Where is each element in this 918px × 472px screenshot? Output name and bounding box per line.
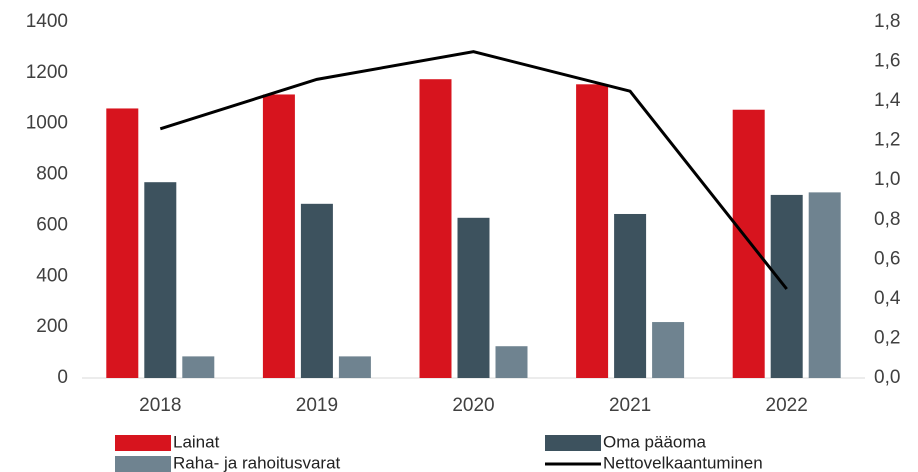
bar (732, 109, 765, 378)
bar (808, 192, 841, 378)
y2-tick-label: 1,8 (874, 11, 900, 32)
legend-swatch (115, 456, 171, 472)
y-tick-label: 1400 (26, 11, 68, 32)
y-tick-label: 0 (57, 367, 68, 388)
x-tick-label: 2020 (452, 395, 494, 416)
bar (457, 217, 490, 378)
bar (300, 203, 333, 378)
y2-tick-label: 1,0 (874, 169, 900, 190)
y-tick-label: 200 (36, 316, 68, 337)
x-tick-label: 2019 (296, 395, 338, 416)
line (159, 50, 788, 290)
y-tick-label: 800 (36, 164, 68, 185)
bar (182, 356, 215, 378)
y2-tick-label: 0,2 (874, 327, 900, 348)
y2-tick-label: 1,4 (874, 90, 901, 111)
y-tick-label: 600 (36, 214, 68, 235)
x-tick-label: 2021 (609, 395, 651, 416)
legend-label: Lainat (173, 432, 220, 451)
legend-label: Raha- ja rahoitusvarat (173, 453, 341, 472)
legend-swatch (115, 435, 171, 451)
bar (106, 108, 139, 378)
y2-tick-label: 0,4 (874, 288, 901, 309)
bar (770, 194, 803, 378)
y-tick-label: 400 (36, 265, 68, 286)
y2-tick-label: 1,2 (874, 130, 900, 151)
bar (419, 79, 452, 378)
y2-tick-label: 0,0 (874, 367, 900, 388)
y2-tick-label: 1,6 (874, 51, 900, 72)
bar (495, 346, 528, 378)
legend-swatch (545, 435, 601, 451)
y2-tick-label: 0,6 (874, 248, 900, 269)
y2-tick-label: 0,8 (874, 209, 900, 230)
bar (614, 213, 647, 378)
bar (144, 182, 177, 378)
bar (338, 356, 371, 378)
y-tick-label: 1200 (26, 62, 68, 83)
y-tick-label: 1000 (26, 113, 68, 134)
bar (576, 84, 609, 379)
legend-label: Oma pääoma (603, 432, 707, 451)
bar (262, 94, 295, 378)
bar (652, 322, 685, 378)
x-tick-label: 2022 (766, 395, 808, 416)
legend-label: Nettovelkaantuminen (603, 453, 763, 472)
x-tick-label: 2018 (139, 395, 181, 416)
